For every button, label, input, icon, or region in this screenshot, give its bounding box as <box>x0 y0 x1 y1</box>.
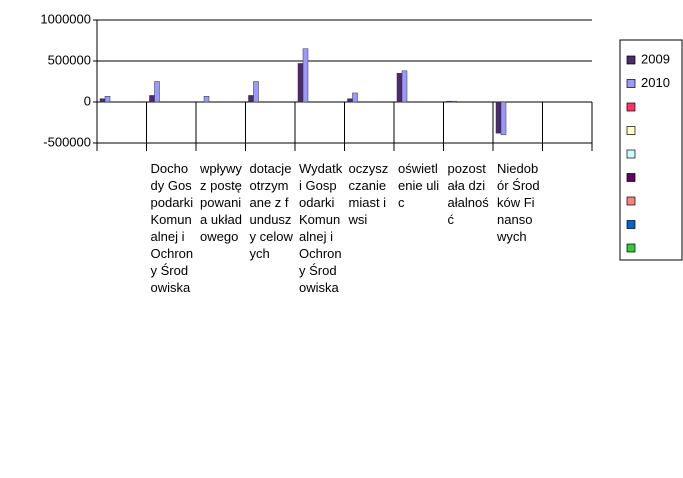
bar <box>149 95 155 103</box>
x-tick-label: oczyszczanie miast i wsi <box>348 161 389 227</box>
bar <box>297 63 304 103</box>
bar <box>104 96 111 103</box>
legend-swatch <box>626 243 636 253</box>
legend-swatch <box>626 220 636 229</box>
x-tick-label: pozostała działalność <box>447 161 489 227</box>
bar <box>203 96 210 103</box>
legend-swatch <box>626 55 636 65</box>
bar <box>99 98 106 103</box>
bar <box>451 100 457 103</box>
bar <box>248 95 254 103</box>
bar <box>352 92 358 103</box>
legend-swatch <box>626 126 636 135</box>
x-tick-label: dotacje otrzymane z funduszy celowych <box>249 161 293 261</box>
y-tick-label: 1000000 <box>40 11 91 26</box>
bar <box>347 98 353 103</box>
y-tick-label: 0 <box>84 93 91 108</box>
x-tick-label: Niedobór Środków Finansowych <box>497 161 540 244</box>
bar <box>302 48 309 103</box>
bar <box>154 81 160 103</box>
bar <box>446 100 452 103</box>
legend-swatch <box>626 79 636 88</box>
x-tick-label: oświetlenie ulic <box>398 161 440 210</box>
y-tick-label: 500000 <box>48 52 91 67</box>
x-tick-label: Wydatki Gospodarki Komunalnej i Ochrony … <box>299 161 343 295</box>
legend-swatch <box>626 149 636 159</box>
legend-label: 2010 <box>641 75 670 90</box>
y-tick-label: -500000 <box>43 134 91 149</box>
legend-label: 2009 <box>641 51 670 66</box>
bar <box>500 101 507 136</box>
bar <box>401 70 408 103</box>
legend-swatch <box>626 102 636 112</box>
bar <box>253 81 259 103</box>
bar <box>495 101 502 134</box>
bar <box>396 73 403 103</box>
x-tick-label: Dochody Gospodarki Komunalnej i Ochrony … <box>150 161 194 295</box>
x-tick-label: wpływy z postępowania układowego <box>200 161 242 244</box>
legend-swatch <box>626 173 636 182</box>
legend-swatch <box>626 196 636 206</box>
